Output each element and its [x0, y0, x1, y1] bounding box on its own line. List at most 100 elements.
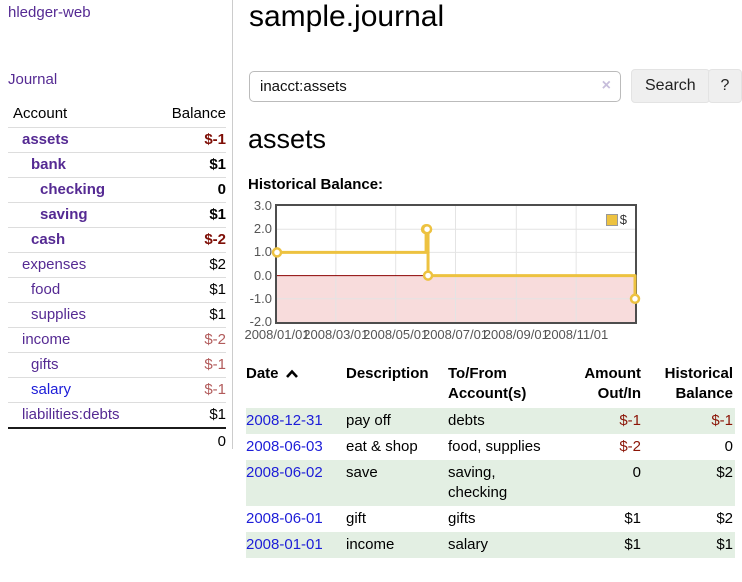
account-link[interactable]: gifts	[31, 356, 59, 373]
x-axis-tick-label: 2008/03/01	[303, 327, 369, 342]
legend-swatch-icon	[605, 213, 618, 226]
app-brand-link[interactable]: hledger-web	[8, 4, 91, 21]
account-balance: $-2	[154, 327, 226, 353]
y-axis-tick-label: -2.0	[249, 314, 272, 329]
sidebar: hledger-web Journal Account Balance asse…	[0, 0, 233, 455]
transaction-date-link[interactable]: 2008-01-01	[246, 536, 323, 553]
account-link[interactable]: income	[22, 331, 71, 348]
sort-ascending-icon	[285, 369, 298, 378]
account-link[interactable]: assets	[22, 131, 69, 148]
account-name-cell: supplies	[8, 302, 155, 328]
clear-search-icon[interactable]: ×	[601, 77, 611, 94]
sidebar-item-journal[interactable]: Journal	[8, 71, 58, 88]
account-heading: assets	[248, 124, 327, 154]
accounts-total-row: 0	[8, 427, 226, 455]
register-row: 2008-01-01 income salary $1 $1	[246, 532, 735, 558]
y-axis-tick-label: 2.0	[253, 221, 272, 237]
account-link[interactable]: salary	[31, 381, 72, 398]
search-box: ×	[249, 71, 621, 102]
register-date-cell: 2008-06-02	[246, 460, 346, 506]
register-header-description: Description	[346, 365, 429, 382]
x-axis-tick-label: 2008/05/01	[363, 327, 429, 342]
account-balance: $-2	[154, 227, 226, 253]
x-axis-tick-label: 2008/11/01	[544, 327, 609, 342]
transaction-date-link[interactable]: 2008-06-01	[246, 510, 323, 527]
register-accounts-cell: debts	[448, 412, 485, 429]
account-balance: $1	[154, 402, 226, 429]
register-amount-cell: $-2	[619, 438, 641, 455]
account-link[interactable]: bank	[31, 156, 67, 173]
account-name-cell: bank	[8, 152, 155, 178]
account-balance: $-1	[154, 127, 226, 153]
accounts-header-account: Account	[8, 104, 155, 128]
register-header-accounts: To/From Account(s)	[448, 365, 527, 402]
y-axis-tick-label: 1.0	[253, 244, 272, 260]
account-name-cell: checking	[8, 177, 155, 203]
data-point-marker	[271, 247, 283, 258]
data-point-marker	[421, 223, 433, 235]
account-row: income $-2	[8, 327, 226, 353]
chart-svg	[271, 206, 641, 322]
y-axis-tick-label: 3.0	[253, 198, 272, 213]
chart-plot-area: $	[271, 204, 641, 324]
account-balance: $2	[154, 252, 226, 278]
account-name-cell: assets	[8, 127, 155, 153]
account-link[interactable]: supplies	[31, 306, 87, 323]
register-amount-cell: 0	[632, 464, 641, 481]
transaction-date-link[interactable]: 2008-06-02	[246, 464, 323, 481]
register-header-date[interactable]: Date	[246, 362, 346, 408]
account-row: checking 0	[8, 177, 226, 203]
register-table-body: 2008-12-31 pay off debts $-1 $-1 2008-06-03 ea…	[246, 408, 735, 558]
y-axis-tick-label: -1.0	[249, 290, 272, 306]
account-row: bank $1	[8, 152, 226, 178]
register-description-cell: gift	[346, 510, 367, 527]
register-date-cell: 2008-01-01	[246, 532, 346, 558]
account-link[interactable]: food	[31, 281, 61, 298]
accounts-header-balance: Balance	[154, 104, 226, 128]
register-balance-cell: $2	[716, 510, 733, 527]
search-input[interactable]	[249, 71, 621, 102]
register-row: 2008-06-03 eat & shop food, supplies $-2 0	[246, 434, 735, 460]
register-table: Date Description To/From Account(s) Amou…	[246, 362, 735, 558]
register-balance-cell: 0	[724, 438, 733, 455]
account-balance: $1	[154, 202, 226, 228]
y-axis-tick-label: 0.0	[253, 267, 272, 283]
account-name-cell: food	[8, 277, 155, 303]
account-name-cell: liabilities:debts	[8, 402, 155, 429]
account-row: liabilities:debts $1	[8, 402, 226, 429]
account-balance: $1	[154, 152, 226, 178]
account-name-cell: income	[8, 327, 155, 353]
register-accounts-cell: gifts	[448, 510, 476, 527]
register-date-cell: 2008-12-31	[246, 408, 346, 434]
account-link[interactable]: expenses	[22, 256, 87, 273]
account-balance: $1	[154, 277, 226, 303]
account-link[interactable]: saving	[40, 206, 88, 223]
account-balance: $-1	[154, 377, 226, 403]
x-axis-tick-label: 2008/07/01	[422, 327, 489, 342]
data-point-marker	[629, 293, 641, 305]
register-header-row: Date Description To/From Account(s) Amou…	[246, 362, 735, 408]
help-button[interactable]: ?	[708, 69, 742, 103]
register-header-balance: Historical Balance	[664, 365, 733, 402]
register-description-cell: save	[346, 464, 378, 481]
chart-heading: Historical Balance:	[248, 176, 384, 193]
register-amount-cell: $1	[624, 536, 641, 553]
account-link[interactable]: cash	[31, 231, 66, 248]
search-form: × Search ?	[249, 69, 742, 103]
register-accounts-cell: food, supplies	[448, 438, 541, 455]
account-name-cell: cash	[8, 227, 155, 253]
account-link[interactable]: checking	[40, 181, 106, 198]
page-title: sample.journal	[249, 0, 445, 33]
main-content: sample.journal × Search ? assets Histori…	[244, 0, 742, 582]
account-name-cell: expenses	[8, 252, 155, 278]
account-link[interactable]: liabilities:debts	[22, 406, 120, 423]
chart-legend: $	[603, 211, 629, 228]
x-axis-tick-label: 2008/09/01	[483, 327, 549, 342]
account-row: assets $-1	[8, 127, 226, 153]
register-description-cell: income	[346, 536, 395, 553]
transaction-date-link[interactable]: 2008-06-03	[246, 438, 323, 455]
account-balance: $-1	[154, 352, 226, 378]
search-button[interactable]: Search	[631, 69, 710, 103]
transaction-date-link[interactable]: 2008-12-31	[246, 412, 323, 429]
accounts-table: Account Balance assets $-1 bank $1 checking 0…	[8, 104, 226, 455]
